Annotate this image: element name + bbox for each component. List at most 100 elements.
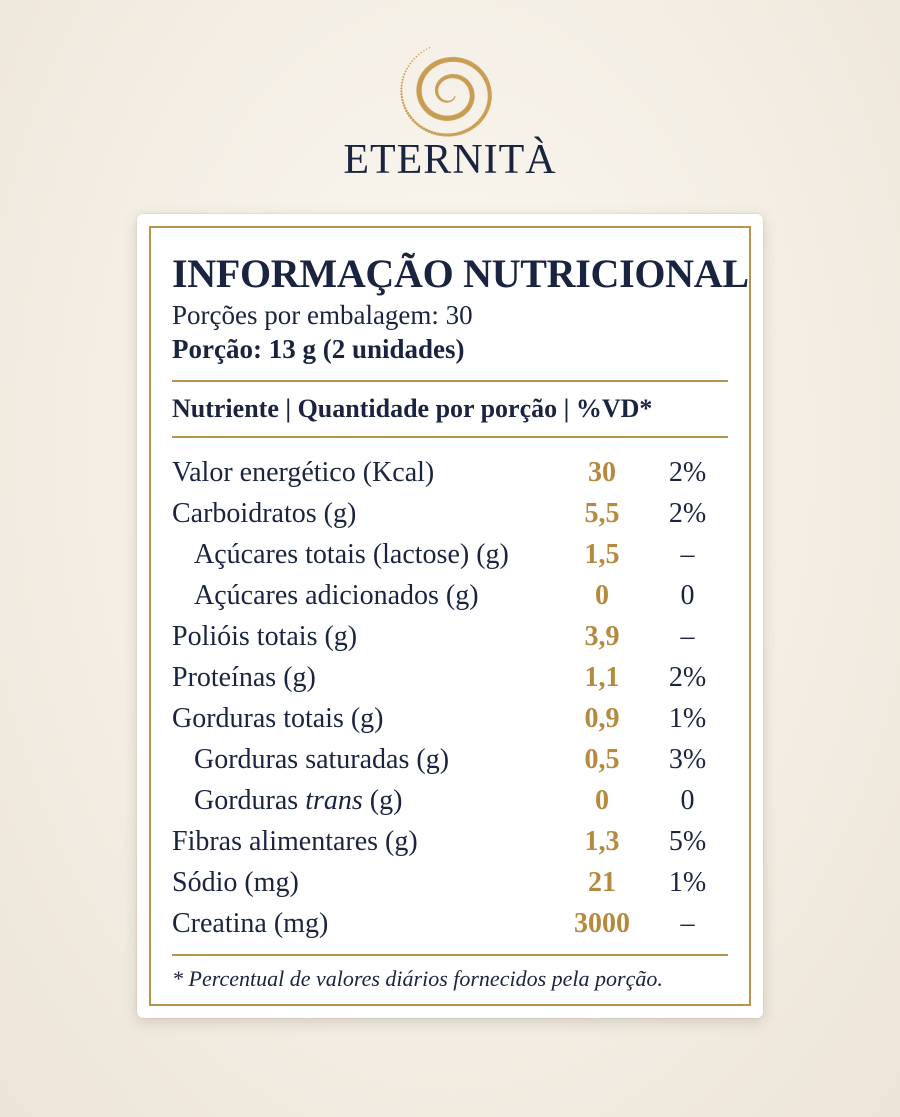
nutrient-daily-value: 2%	[668, 456, 707, 488]
nutrient-quantity: 0,9	[584, 702, 620, 734]
logo-dot	[426, 48, 428, 50]
logo-dot	[402, 104, 406, 107]
nutrient-quantity: 0	[595, 784, 609, 816]
nutrient-subrow: Gorduras trans (g) 0 0	[172, 780, 728, 821]
logo-dot	[404, 70, 407, 73]
divider	[172, 954, 728, 956]
logo-dot	[441, 133, 445, 137]
brand-name: ETERNITÀ	[343, 137, 557, 183]
servings-per-package: Porções por embalagem: 30	[172, 300, 473, 330]
logo-dot	[401, 78, 404, 81]
logo-dot	[448, 100, 451, 103]
logo-dot	[403, 106, 407, 110]
nutrient-row: Valor energético (Kcal) 30 2%	[172, 452, 728, 493]
nutrient-quantity: 3,9	[584, 620, 620, 652]
logo-dot	[453, 97, 456, 99]
logo-dot	[415, 55, 418, 58]
nutrient-daily-value: 0	[680, 579, 695, 611]
label-content: INFORMAÇÃO NUTRICIONAL Porções por embal…	[172, 251, 749, 992]
golden-spiral-dots-icon	[400, 47, 492, 137]
logo-dot	[417, 124, 421, 128]
logo-dot	[454, 95, 456, 98]
nutrient-daily-value: 1%	[668, 702, 707, 734]
logo-dot	[452, 98, 454, 101]
logo-dot	[402, 75, 405, 78]
nutrient-quantity: 5,5	[584, 497, 620, 529]
nutrient-daily-value: 1%	[668, 866, 707, 898]
logo-dot	[401, 101, 405, 104]
nutrient-daily-value: –	[680, 538, 695, 570]
logo-dot	[400, 90, 403, 93]
nutrient-row: Proteínas (g) 1,1 2%	[172, 657, 728, 698]
nutrient-name: Gorduras trans (g)	[194, 784, 403, 816]
logo-dot	[408, 114, 411, 117]
divider	[172, 436, 728, 438]
nutrient-quantity: 0	[595, 579, 609, 611]
nutrient-quantity: 3000	[574, 907, 630, 939]
nutrient-name: Carboidratos (g)	[172, 497, 357, 529]
portion-size: Porção: 13 g (2 unidades)	[172, 334, 465, 364]
logo-dot	[435, 132, 439, 136]
logo-dot	[438, 132, 442, 137]
nutrient-name: Proteínas (g)	[172, 661, 316, 693]
nutrient-name: Valor energético (Kcal)	[172, 456, 435, 488]
logo-dot	[444, 133, 448, 137]
logo-dot	[420, 125, 424, 129]
nutrient-daily-value: 0	[680, 784, 695, 816]
nutrient-row: Sódio (mg) 21 1%	[172, 862, 728, 903]
nutrient-name: Gorduras totais (g)	[172, 702, 384, 734]
logo-dot	[452, 98, 455, 101]
divider	[172, 380, 728, 382]
logo-dot	[401, 81, 404, 84]
logo-dot	[450, 99, 453, 102]
nutrient-quantity: 1,1	[584, 661, 620, 693]
logo-dot	[406, 67, 408, 70]
nutrient-name: Sódio (mg)	[172, 866, 299, 898]
nutrient-name: Açúcares totais (lactose) (g)	[194, 538, 509, 570]
logo-dot	[428, 47, 431, 49]
nutrient-row: Fibras alimentares (g) 1,3 5%	[172, 821, 728, 862]
nutrient-name: Gorduras saturadas (g)	[194, 743, 450, 775]
nutrient-row: Creatina (mg) 3000 –	[172, 903, 728, 944]
logo-dot	[453, 97, 455, 100]
logo-dot	[418, 53, 420, 56]
logo-dot	[406, 111, 410, 115]
logo-dot	[432, 131, 437, 135]
nutrition-label-card: INFORMAÇÃO NUTRICIONAL Porções por embal…	[137, 214, 763, 1018]
logo-dot	[451, 99, 454, 102]
logo-dot	[401, 98, 404, 102]
nutrient-daily-value: 2%	[668, 497, 707, 529]
logo-dot	[405, 109, 408, 113]
logo-dot	[454, 96, 456, 98]
nutrient-quantity: 30	[588, 456, 616, 488]
logo-dot	[451, 99, 454, 101]
logo-dot	[453, 96, 456, 99]
nutrient-quantity: 21	[588, 866, 616, 898]
logo-dot	[449, 133, 453, 137]
nutrient-row: Carboidratos (g) 5,5 2%	[172, 493, 728, 534]
label-title: INFORMAÇÃO NUTRICIONAL	[172, 251, 749, 296]
logo-dot	[411, 60, 413, 62]
logo-dot	[446, 133, 451, 137]
table-header: Nutriente | Quantidade por porção | %VD*	[172, 394, 653, 423]
nutrient-quantity: 1,5	[584, 538, 620, 570]
logo-dot	[413, 58, 416, 60]
logo-dot	[453, 97, 455, 99]
logo-dot	[400, 87, 403, 90]
logo-dot	[427, 129, 431, 133]
logo-dot	[413, 120, 417, 124]
nutrient-quantity: 1,3	[584, 825, 620, 857]
nutrient-daily-value: –	[680, 907, 695, 939]
logo-dot	[411, 118, 415, 122]
nutrient-daily-value: –	[680, 620, 695, 652]
logo-dot	[407, 65, 410, 67]
logo-dot	[450, 99, 453, 102]
footnote: * Percentual de valores diários fornecid…	[172, 966, 663, 991]
logo-dot	[403, 73, 406, 76]
logo-dot	[425, 128, 429, 132]
nutrient-row: Gorduras totais (g) 0,9 1%	[172, 698, 728, 739]
nutrient-daily-value: 3%	[668, 743, 707, 775]
nutrient-name: Creatina (mg)	[172, 907, 329, 939]
logo-dot	[423, 50, 425, 52]
logo-dot	[447, 100, 450, 103]
